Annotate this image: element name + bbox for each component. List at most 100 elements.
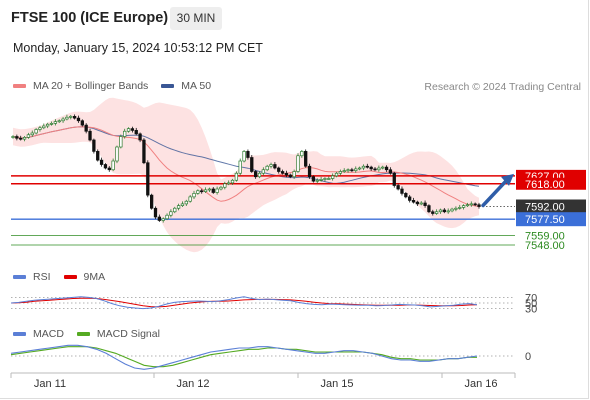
candle-body xyxy=(230,179,235,184)
macd-legend: MACD MACD Signal xyxy=(13,328,160,340)
candle-body xyxy=(365,165,369,168)
candle-body xyxy=(280,171,285,174)
candle-body xyxy=(334,172,339,177)
candle-body xyxy=(49,123,54,125)
candle-body xyxy=(384,166,389,171)
candle-body xyxy=(22,137,27,140)
ma50-legend-swatch xyxy=(161,84,175,88)
candle-body xyxy=(284,172,289,176)
candle-body xyxy=(419,202,423,205)
candle-body xyxy=(269,164,273,167)
macd-signal-line xyxy=(10,346,477,368)
credit-text: Research © 2024 Trading Central xyxy=(424,81,581,93)
candle-body xyxy=(319,179,323,181)
ma20-legend-label: MA 20 + Bollinger Bands xyxy=(33,80,149,92)
candle-body xyxy=(377,167,381,171)
target-level-label: 7559.00 xyxy=(525,230,565,242)
candles xyxy=(11,114,481,223)
candle-body xyxy=(242,151,246,162)
candle-body xyxy=(307,165,312,178)
candle-body xyxy=(126,128,131,132)
candle-body xyxy=(215,188,219,193)
candle-body xyxy=(300,151,304,157)
candle-body xyxy=(434,211,439,214)
candle-body xyxy=(72,116,77,119)
last-price-label: 7592.00 xyxy=(525,202,565,214)
candle-body xyxy=(19,137,23,140)
candle-body xyxy=(273,164,277,169)
candle-body xyxy=(408,196,412,201)
candle-body xyxy=(238,160,242,174)
candle-body xyxy=(61,118,65,122)
candle-body xyxy=(219,186,223,190)
candle-body xyxy=(80,120,84,126)
candle-body xyxy=(157,216,161,221)
candle-body xyxy=(196,190,200,194)
ma50-legend-label: MA 50 xyxy=(181,80,212,92)
candle-body xyxy=(119,136,123,148)
candle-body xyxy=(15,136,19,139)
resistance-level-tag xyxy=(516,177,586,190)
candle-body xyxy=(180,203,185,206)
candle-body xyxy=(142,139,146,164)
timeframe-button[interactable]: 30 MIN xyxy=(170,7,222,30)
last-price-tag xyxy=(516,199,586,214)
candle-body xyxy=(115,146,119,162)
macd-signal-legend-swatch xyxy=(76,332,90,336)
candle-body xyxy=(123,130,127,137)
candle-body xyxy=(411,200,416,203)
macd-legend-label: MACD xyxy=(33,328,64,340)
candle-body xyxy=(246,151,250,158)
candle-body xyxy=(292,171,296,178)
rsi-ma-legend-swatch xyxy=(63,275,77,279)
candle-body xyxy=(469,203,473,206)
candle-body xyxy=(188,196,192,202)
candle-body xyxy=(304,151,308,167)
candle-body xyxy=(392,172,396,186)
candle-body xyxy=(165,214,169,220)
candle-body xyxy=(438,209,443,213)
candle-body xyxy=(161,218,165,221)
x-tick-label: Jan 12 xyxy=(176,378,209,390)
candle-body xyxy=(331,175,335,179)
candle-body xyxy=(354,168,358,171)
candle-body xyxy=(400,188,404,194)
candle-body xyxy=(107,167,111,171)
candle-body xyxy=(357,167,362,170)
candle-body xyxy=(338,171,343,174)
ma20-legend-swatch xyxy=(13,84,26,88)
macd-zero-label: 0 xyxy=(525,351,531,363)
candle-body xyxy=(130,128,135,131)
candle-body xyxy=(176,205,181,209)
candle-body xyxy=(207,188,212,191)
rsi-level-label: 70 xyxy=(525,292,537,304)
macd-legend-swatch xyxy=(13,332,26,336)
candle-body xyxy=(149,194,154,209)
candle-body xyxy=(311,176,316,182)
candle-body xyxy=(223,183,227,188)
x-tick-label: Jan 11 xyxy=(34,378,66,390)
candle-body xyxy=(458,207,462,209)
page-title: FTSE 100 (ICE Europe) xyxy=(11,10,169,26)
candle-body xyxy=(69,116,73,118)
candle-body xyxy=(446,210,450,213)
candle-body xyxy=(346,169,350,172)
macd-line xyxy=(10,344,478,370)
candle-body xyxy=(169,211,173,216)
candle-body xyxy=(203,189,208,192)
candle-body xyxy=(211,188,215,193)
forecast-arrow-head xyxy=(501,173,514,186)
x-tick-label: Jan 16 xyxy=(464,378,497,390)
candle-body xyxy=(26,134,31,138)
candle-body xyxy=(99,159,104,165)
candle-body xyxy=(323,178,327,180)
candle-body xyxy=(76,117,81,122)
candle-body xyxy=(388,169,393,174)
candle-body xyxy=(173,207,177,213)
bollinger-band xyxy=(13,97,479,253)
rsi-ma-legend-label: 9MA xyxy=(83,271,106,283)
candle-body xyxy=(234,172,239,181)
candle-body xyxy=(442,209,446,213)
candle-body xyxy=(57,120,61,123)
candle-body xyxy=(111,160,115,171)
